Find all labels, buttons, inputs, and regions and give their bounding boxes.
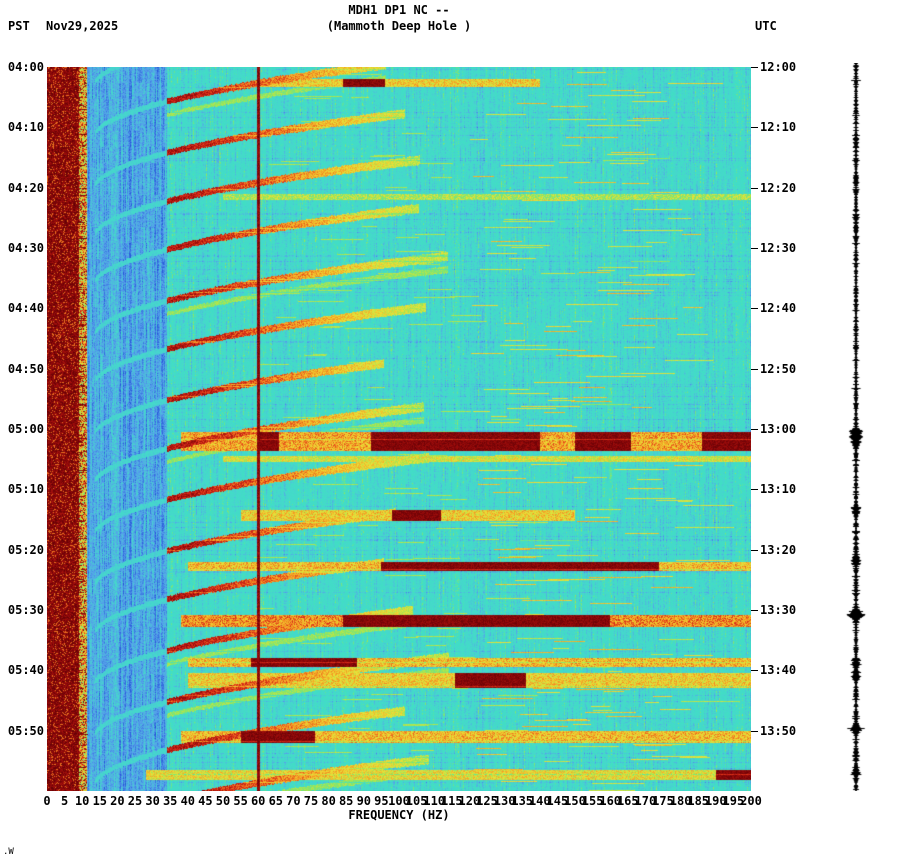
freq-tick-label: 35 — [162, 794, 178, 808]
freq-tick-label: 5 — [60, 794, 69, 808]
left-tick-label: 04:10 — [7, 120, 44, 135]
right-tick-mark — [751, 670, 758, 672]
freq-tick-label: 0 — [43, 794, 51, 808]
left-tick-label: 05:20 — [7, 542, 44, 557]
right-tick-mark — [751, 609, 758, 611]
freq-tick-label: 150 — [564, 794, 586, 808]
freq-tick-label: 145 — [546, 794, 569, 808]
freq-tick-label: 105 — [405, 794, 428, 808]
freq-tick-label: 200 — [740, 794, 762, 808]
right-tick-label: 13:40 — [760, 663, 797, 678]
right-tick-mark — [751, 549, 758, 551]
right-tick-mark — [751, 489, 758, 491]
freq-tick-label: 140 — [528, 794, 551, 808]
freq-tick-label: 120 — [458, 794, 481, 808]
left-tick-label: 04:50 — [7, 361, 44, 376]
freq-tick-label: 40 — [180, 794, 196, 808]
freq-tick-label: 30 — [145, 794, 160, 808]
right-tick-mark — [751, 368, 758, 370]
right-tick-mark — [751, 308, 758, 310]
left-tick-label: 05:40 — [7, 663, 44, 678]
right-tick-mark — [751, 67, 758, 68]
freq-tick-label: 160 — [599, 794, 622, 808]
freq-tick-label: 10 — [74, 794, 90, 808]
freq-tick-label: 75 — [303, 794, 319, 808]
freq-tick-label: 95 — [374, 794, 389, 808]
freq-tick-label: 195 — [722, 794, 745, 808]
freq-tick-label: 110 — [423, 794, 446, 808]
station-title: MDH1 DP1 NC -- — [348, 3, 450, 17]
freq-tick-label: 125 — [476, 794, 498, 808]
freq-tick-label: 165 — [616, 794, 639, 808]
freq-tick-label: 70 — [286, 794, 301, 808]
right-tick-label: 13:20 — [760, 542, 797, 557]
right-timezone-label: UTC — [755, 19, 777, 33]
freq-tick-label: 90 — [356, 794, 372, 808]
right-tick-label: 13:00 — [760, 421, 797, 436]
freq-tick-label: 80 — [321, 794, 336, 808]
right-tick-label: 13:10 — [760, 482, 797, 497]
freq-tick-label: 175 — [652, 794, 674, 808]
right-tick-mark — [751, 730, 758, 732]
freq-tick-label: 85 — [338, 794, 354, 808]
freq-tick-label: 45 — [198, 794, 213, 808]
left-tick-label: 04:30 — [7, 240, 44, 255]
right-tick-mark — [751, 428, 758, 430]
left-timezone-label: PST — [8, 19, 30, 33]
freq-tick-label: 190 — [704, 794, 727, 808]
frequency-axis-label: FREQUENCY (HZ) — [348, 808, 450, 822]
freq-tick-label: 155 — [581, 794, 604, 808]
freq-tick-label: 20 — [110, 794, 125, 808]
right-tick-label: 12:50 — [760, 361, 797, 376]
right-tick-label: 13:30 — [760, 602, 797, 617]
freq-tick-label: 50 — [215, 794, 231, 808]
freq-tick-label: 15 — [92, 794, 108, 808]
freq-tick-label: 55 — [233, 794, 248, 808]
left-tick-label: 05:00 — [7, 421, 44, 436]
freq-tick-label: 25 — [127, 794, 143, 808]
right-tick-label: 12:20 — [760, 180, 797, 195]
seismogram-trace-canvas — [843, 63, 869, 791]
left-tick-label: 05:50 — [7, 723, 44, 738]
freq-tick-label: 170 — [634, 794, 657, 808]
right-tick-label: 12:30 — [760, 240, 797, 255]
freq-tick-label: 115 — [440, 794, 463, 808]
right-tick-mark — [751, 187, 758, 189]
freq-tick-label: 185 — [687, 794, 710, 808]
right-tick-label: 12:00 — [760, 60, 797, 74]
corner-mark: .W — [3, 847, 14, 857]
left-tick-label: 05:10 — [7, 482, 44, 497]
left-tick-label: 05:30 — [7, 602, 44, 617]
freq-tick-label: 65 — [268, 794, 284, 808]
freq-tick-label: 130 — [493, 794, 516, 808]
freq-tick-label: 100 — [388, 794, 410, 808]
left-tick-label: 04:00 — [7, 60, 44, 74]
date-label: Nov29,2025 — [46, 19, 119, 33]
left-tick-label: 04:40 — [7, 301, 44, 316]
right-tick-label: 12:40 — [760, 301, 797, 316]
left-tick-label: 04:20 — [7, 180, 44, 195]
station-subtitle: (Mammoth Deep Hole ) — [326, 19, 472, 33]
right-tick-mark — [751, 127, 758, 129]
right-tick-label: 13:50 — [760, 723, 797, 738]
right-tick-mark — [751, 247, 758, 249]
freq-tick-label: 135 — [511, 794, 534, 808]
right-tick-label: 12:10 — [760, 120, 797, 135]
freq-tick-label: 60 — [250, 794, 266, 808]
spectrogram-canvas — [47, 67, 751, 791]
freq-tick-label: 180 — [669, 794, 692, 808]
